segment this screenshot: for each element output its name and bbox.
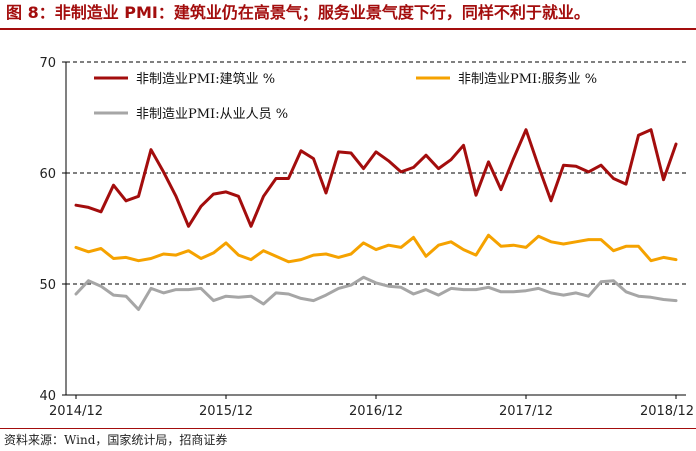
source-rule [0, 428, 696, 429]
source-note: 资料来源：Wind，国家统计局，招商证券 [4, 433, 228, 447]
axes: 40 50 60 70 2014/12 2015/12 2016/12 2017/12 2018… [39, 56, 694, 419]
series-line-2 [74, 233, 678, 264]
x-tick-label: 2017/12 [499, 404, 553, 419]
title-rule [0, 28, 696, 30]
legend-label-1: 非制造业PMI:建筑业 % [136, 71, 275, 87]
series-line-3 [74, 275, 678, 311]
figure-title: 图 8：非制造业 PMI：建筑业仍在高景气；服务业景气度下行，同样不利于就业。 [6, 3, 590, 22]
x-tick-label: 2015/12 [199, 404, 253, 419]
x-tick-label: 2014/12 [49, 404, 103, 419]
series-lines [74, 128, 678, 311]
y-tick-label: 50 [39, 278, 56, 293]
line-chart: 40 50 60 70 2014/12 2015/12 2016/12 2017/12 2018… [39, 56, 694, 419]
legend-label-3: 非制造业PMI:从业人员 % [136, 107, 288, 122]
y-tick-label: 40 [39, 389, 56, 404]
y-tick-label: 70 [39, 56, 56, 71]
legend: 非制造业PMI:建筑业 % 非制造业PMI:服务业 % 非制造业PMI:从业人员 % [94, 71, 597, 122]
x-tick-label: 2016/12 [349, 404, 403, 419]
legend-label-2: 非制造业PMI:服务业 % [458, 71, 597, 87]
y-tick-label: 60 [39, 167, 56, 182]
x-tick-label: 2018/12 [640, 404, 694, 419]
series-line-1 [74, 128, 678, 228]
